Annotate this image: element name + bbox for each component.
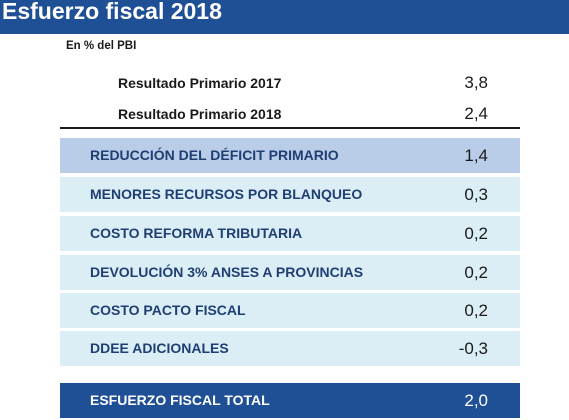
row-label: COSTO REFORMA TRIBUTARIA [90, 225, 303, 241]
row-value: 1,4 [464, 146, 488, 165]
page-title: Esfuerzo fiscal 2018 [2, 0, 222, 24]
row-label: MENORES RECURSOS POR BLANQUEO [90, 186, 363, 202]
units-subtitle: En % del PBI [66, 40, 137, 52]
primary-result-value: 3,8 [464, 73, 488, 92]
table-row: MENORES RECURSOS POR BLANQUEO 0,3 [60, 177, 520, 212]
row-value: 0,2 [464, 263, 488, 282]
primary-result-2017-row: Resultado Primario 2017 3,8 [118, 71, 518, 95]
total-value: 2,0 [464, 391, 488, 410]
row-label: DDEE ADICIONALES [90, 340, 229, 356]
total-label: ESFUERZO FISCAL TOTAL [90, 392, 270, 408]
table-row: DDEE ADICIONALES -0,3 [60, 331, 520, 366]
row-label: REDUCCIÓN DEL DÉFICIT PRIMARIO [90, 147, 339, 163]
row-value: -0,3 [458, 339, 488, 358]
row-value: 0,2 [464, 301, 488, 320]
divider [60, 127, 520, 129]
row-value: 0,2 [464, 224, 488, 243]
table-row: DEVOLUCIÓN 3% ANSES A PROVINCIAS 0,2 [60, 255, 520, 290]
table-row: COSTO REFORMA TRIBUTARIA 0,2 [60, 216, 520, 251]
primary-result-label: Resultado Primario 2018 [118, 106, 282, 122]
row-label: DEVOLUCIÓN 3% ANSES A PROVINCIAS [90, 264, 364, 280]
table-row-deficit-reduction: REDUCCIÓN DEL DÉFICIT PRIMARIO 1,4 [60, 138, 520, 173]
primary-result-label: Resultado Primario 2017 [118, 75, 282, 91]
total-row: ESFUERZO FISCAL TOTAL 2,0 [60, 383, 520, 418]
row-label: COSTO PACTO FISCAL [90, 302, 246, 318]
title-bar: Esfuerzo fiscal 2018 [0, 0, 569, 34]
primary-result-value: 2,4 [464, 104, 488, 123]
table-row: COSTO PACTO FISCAL 0,2 [60, 293, 520, 328]
row-value: 0,3 [464, 185, 488, 204]
primary-result-2018-row: Resultado Primario 2018 2,4 [118, 102, 518, 126]
